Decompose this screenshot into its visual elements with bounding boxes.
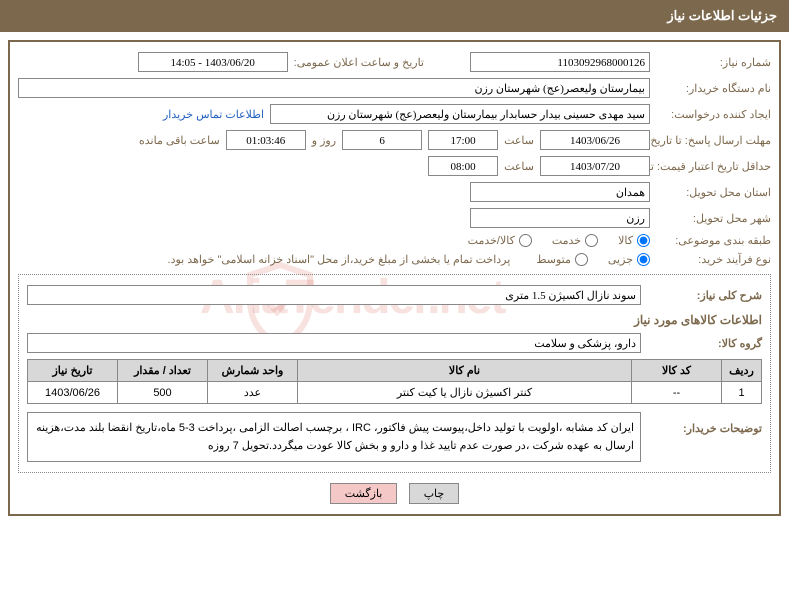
announce-value: 1403/06/20 - 14:05 <box>138 52 288 72</box>
deadline-label: مهلت ارسال پاسخ: تا تاریخ: <box>656 134 771 147</box>
need-number-label: شماره نیاز: <box>656 56 771 69</box>
category-radio-group: کالا خدمت کالا/خدمت <box>468 234 650 247</box>
group-label: گروه کالا: <box>647 337 762 350</box>
print-button[interactable]: چاپ <box>409 483 460 504</box>
back-button[interactable]: بازگشت <box>330 483 398 504</box>
button-row: چاپ بازگشت <box>18 483 771 504</box>
page-title: جزئیات اطلاعات نیاز <box>667 8 777 23</box>
time-remaining: 01:03:46 <box>226 130 306 150</box>
process-radio-group: جزیی متوسط <box>536 253 650 266</box>
city-value: رزن <box>470 208 650 228</box>
validity-hour: 08:00 <box>428 156 498 176</box>
summary-label: شرح کلی نیاز: <box>647 289 762 302</box>
items-table: ردیف کد کالا نام کالا واحد شمارش تعداد /… <box>27 359 762 404</box>
td-date: 1403/06/26 <box>28 382 118 404</box>
requester-value: سید مهدی حسینی بیدار حسابدار بیمارستان و… <box>270 104 650 124</box>
announce-label: تاریخ و ساعت اعلان عمومی: <box>294 56 424 69</box>
details-box: شرح کلی نیاز: سوند نازال اکسیژن 1.5 متری… <box>18 274 771 473</box>
th-date: تاریخ نیاز <box>28 360 118 382</box>
radio-goods-service-label: کالا/خدمت <box>468 234 515 247</box>
table-row: 1 -- کنتر اکسیژن نازال یا کیت کنتر عدد 5… <box>28 382 762 404</box>
td-unit: عدد <box>208 382 298 404</box>
radio-partial[interactable] <box>637 253 650 266</box>
city-label: شهر محل تحویل: <box>656 212 771 225</box>
deadline-hour: 17:00 <box>428 130 498 150</box>
td-code: -- <box>632 382 722 404</box>
days-and-label: روز و <box>312 134 336 147</box>
province-value: همدان <box>470 182 650 202</box>
radio-goods[interactable] <box>637 234 650 247</box>
items-section-title: اطلاعات کالاهای مورد نیاز <box>27 313 762 327</box>
group-value: دارو، پزشکی و سلامت <box>27 333 641 353</box>
th-name: نام کالا <box>298 360 632 382</box>
hour-label-1: ساعت <box>504 134 534 147</box>
buyer-value: بیمارستان ولیعصر(عج) شهرستان رزن <box>18 78 650 98</box>
requester-label: ایجاد کننده درخواست: <box>656 108 771 121</box>
remaining-label: ساعت باقی مانده <box>139 134 220 147</box>
th-qty: تعداد / مقدار <box>118 360 208 382</box>
td-row: 1 <box>722 382 762 404</box>
radio-medium[interactable] <box>575 253 588 266</box>
process-label: نوع فرآیند خرید: <box>656 253 771 266</box>
td-qty: 500 <box>118 382 208 404</box>
validity-date: 1403/07/20 <box>540 156 650 176</box>
province-label: استان محل تحویل: <box>656 186 771 199</box>
page-header: جزئیات اطلاعات نیاز <box>0 0 789 32</box>
td-name: کنتر اکسیژن نازال یا کیت کنتر <box>298 382 632 404</box>
validity-label: حداقل تاریخ اعتبار قیمت: تا تاریخ: <box>656 160 771 173</box>
th-code: کد کالا <box>632 360 722 382</box>
contact-link[interactable]: اطلاعات تماس خریدار <box>163 108 264 121</box>
radio-service-label: خدمت <box>552 234 581 247</box>
radio-goods-service[interactable] <box>519 234 532 247</box>
process-note: پرداخت تمام یا بخشی از مبلغ خرید،از محل … <box>168 253 511 266</box>
th-unit: واحد شمارش <box>208 360 298 382</box>
description-label: توضیحات خریدار: <box>647 412 762 435</box>
deadline-date: 1403/06/26 <box>540 130 650 150</box>
radio-medium-label: متوسط <box>536 253 571 266</box>
hour-label-2: ساعت <box>504 160 534 173</box>
description-text: ایران کد مشابه ،اولویت با تولید داخل،پیو… <box>27 412 641 462</box>
radio-partial-label: جزیی <box>608 253 633 266</box>
buyer-label: نام دستگاه خریدار: <box>656 82 771 95</box>
radio-goods-label: کالا <box>618 234 633 247</box>
category-label: طبقه بندی موضوعی: <box>656 234 771 247</box>
radio-service[interactable] <box>585 234 598 247</box>
summary-value: سوند نازال اکسیژن 1.5 متری <box>27 285 641 305</box>
th-row: ردیف <box>722 360 762 382</box>
need-number-value: 1103092968000126 <box>470 52 650 72</box>
main-form-container: شماره نیاز: 1103092968000126 تاریخ و ساع… <box>8 40 781 516</box>
days-count: 6 <box>342 130 422 150</box>
